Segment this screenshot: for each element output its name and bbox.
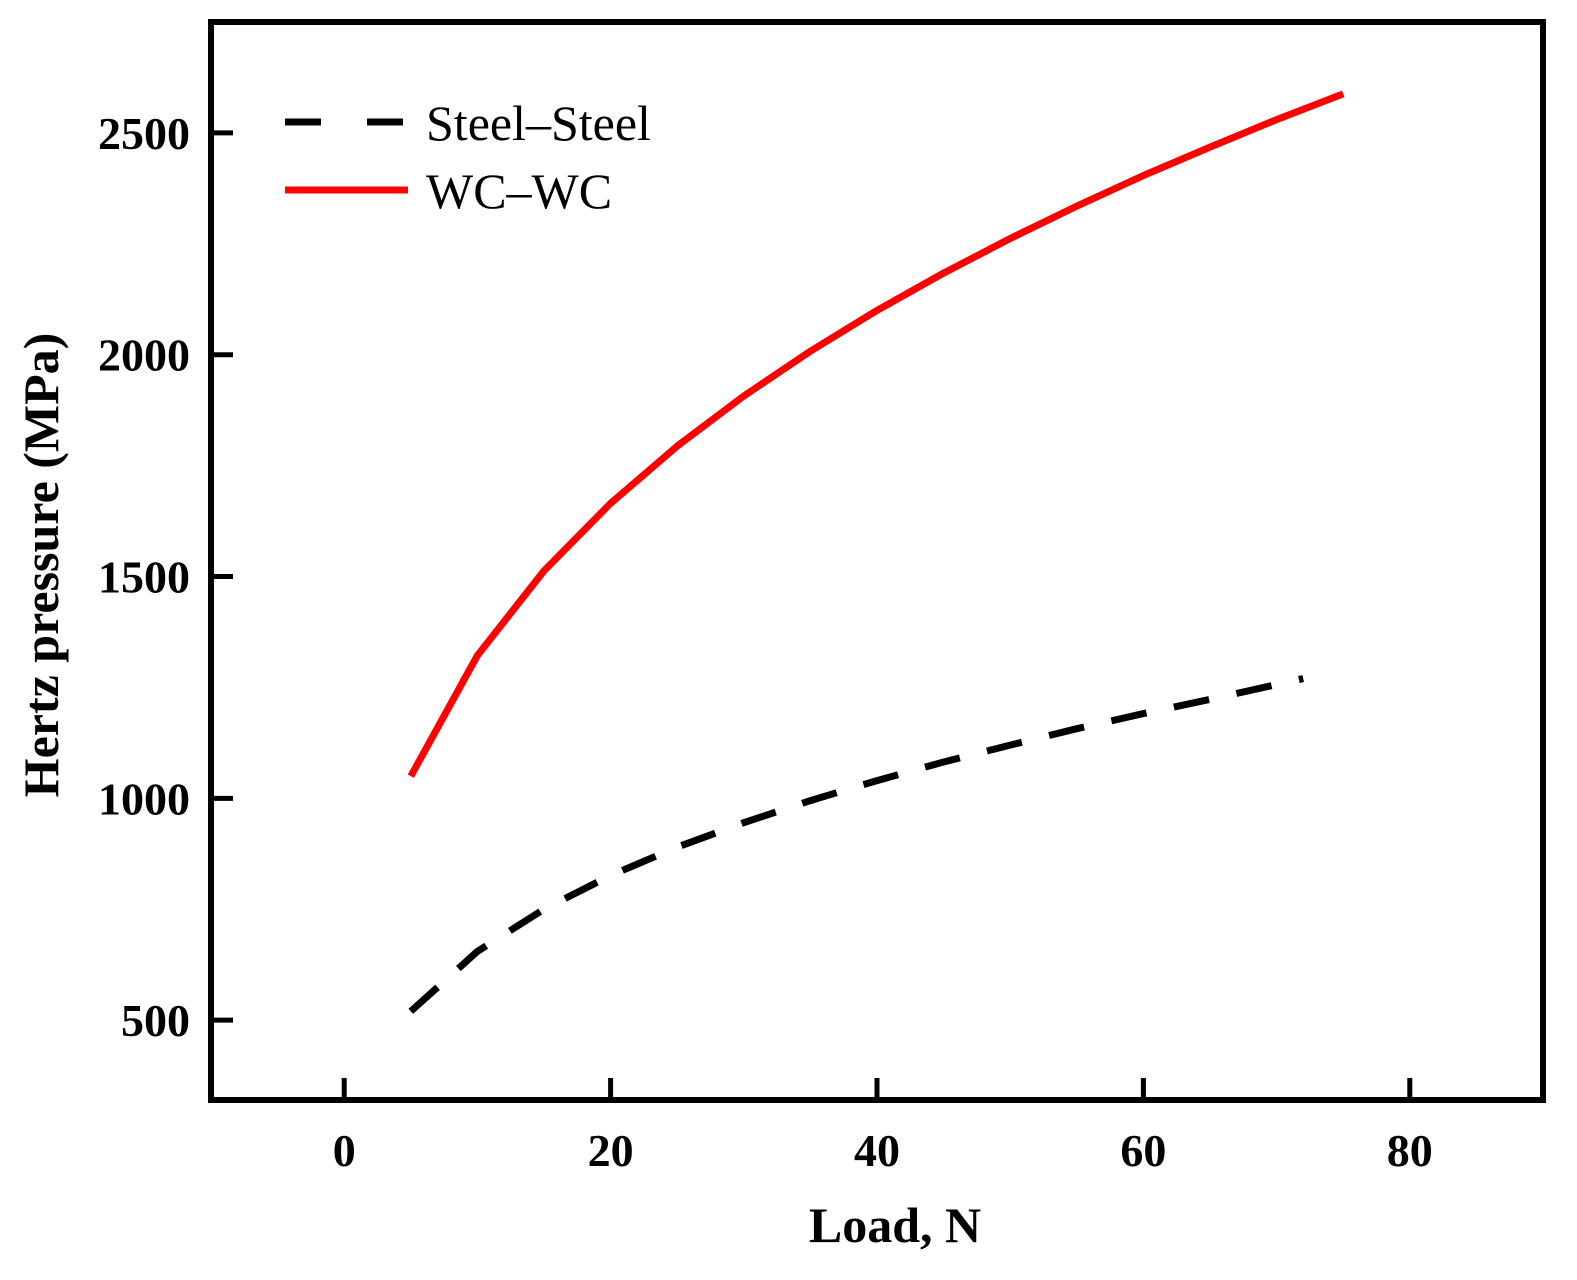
series-line-wc-wc — [407, 90, 1345, 778]
series-layer — [407, 90, 1345, 1014]
y-tick-label: 2000 — [98, 330, 190, 381]
y-axis-title: Hertz pressure (MPa) — [13, 333, 69, 798]
y-tick-label: 1500 — [98, 552, 190, 603]
x-tick-label: 60 — [1120, 1125, 1166, 1176]
y-tick-label: 500 — [121, 995, 190, 1046]
x-tick-label: 80 — [1387, 1125, 1433, 1176]
legend: Steel–Steel WC–WC — [285, 95, 651, 219]
y-tick-label: 1000 — [98, 773, 190, 824]
legend-label: Steel–Steel — [426, 95, 651, 151]
series-line-steel-steel — [408, 675, 1304, 1014]
legend-label: WC–WC — [426, 163, 612, 219]
x-tick-label: 0 — [333, 1125, 356, 1176]
y-tick-label: 2500 — [98, 108, 190, 159]
x-tick-label: 40 — [854, 1125, 900, 1176]
plot-frame — [208, 19, 1546, 1103]
x-axis-title: Load, N — [809, 1197, 981, 1253]
axis-ticks: 0 20 40 60 80 500 1000 1500 2000 2500 — [98, 108, 1433, 1176]
x-tick-label: 20 — [588, 1125, 634, 1176]
